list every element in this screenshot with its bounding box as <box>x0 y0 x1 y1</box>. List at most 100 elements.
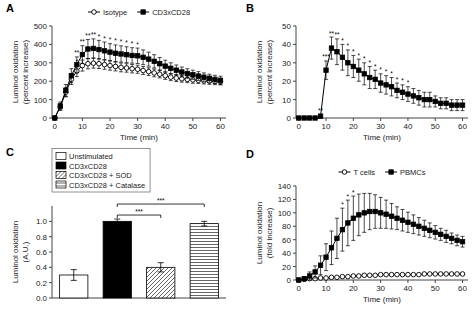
error-bar <box>125 64 129 72</box>
marker <box>373 77 377 81</box>
marker <box>302 277 307 282</box>
marker <box>444 234 448 238</box>
x-tick <box>380 280 381 283</box>
y-tick <box>49 99 52 100</box>
y-tick <box>293 44 296 45</box>
y-tick <box>293 62 296 63</box>
x-axis-label: Time (min) <box>120 133 158 142</box>
marker <box>108 50 112 54</box>
significance-mark: * <box>407 79 410 86</box>
legend-label: CD3xCD28 <box>69 162 107 171</box>
error-bar <box>114 219 120 224</box>
y-tick <box>293 118 296 119</box>
x-tick <box>353 280 354 283</box>
error-bar <box>433 226 437 239</box>
significance-mark: * <box>401 77 404 84</box>
marker <box>213 77 217 81</box>
y-tick-label: 50 <box>282 22 291 31</box>
significance-mark: * <box>379 66 382 73</box>
marker <box>58 104 62 108</box>
error-bar <box>329 231 333 265</box>
marker <box>135 54 139 58</box>
y-tick <box>49 252 52 253</box>
error-bar <box>384 76 388 94</box>
error-bar <box>80 46 84 64</box>
marker <box>207 76 211 80</box>
panel-title: D <box>246 148 254 160</box>
marker <box>318 114 322 118</box>
error-bar <box>379 197 383 228</box>
marker <box>157 72 162 77</box>
legend-swatch <box>56 172 66 179</box>
marker <box>141 68 146 73</box>
error-bar <box>346 200 350 246</box>
significance-mark: * <box>352 48 355 55</box>
marker <box>130 53 134 57</box>
x-axis-label: Time (min) <box>363 133 401 142</box>
error-bar <box>158 57 162 70</box>
error-bar <box>180 67 184 77</box>
error-bar <box>395 207 399 230</box>
error-bar <box>114 62 118 71</box>
x-tick <box>435 118 436 121</box>
legend-label: Unstimulated <box>69 152 113 161</box>
y-tick <box>293 212 296 213</box>
significance-mark: * <box>120 38 123 45</box>
legend-frame <box>52 149 150 193</box>
y-tick-label: 0 <box>287 276 292 285</box>
plot-area <box>60 219 219 298</box>
marker <box>324 68 328 72</box>
error-bar <box>108 44 112 61</box>
marker <box>389 214 393 218</box>
marker <box>52 116 57 121</box>
marker <box>384 83 388 87</box>
marker <box>185 71 189 75</box>
x-tick-label: 0 <box>297 122 302 131</box>
panel-title: B <box>246 2 254 14</box>
error-bar <box>102 42 106 60</box>
error-bar <box>174 65 178 75</box>
error-bar <box>362 193 366 232</box>
y-tick <box>49 62 52 63</box>
error-bar <box>308 272 312 280</box>
annotations: *** <box>341 189 355 208</box>
marker <box>152 59 156 63</box>
error-bar <box>335 39 339 65</box>
error-bar <box>97 59 101 69</box>
error-bar <box>319 256 323 275</box>
y-tick-label: 1.0 <box>36 217 48 226</box>
marker <box>135 67 140 72</box>
marker <box>400 218 404 222</box>
marker <box>411 94 415 98</box>
error-bar <box>114 45 118 62</box>
error-bar <box>373 70 377 88</box>
error-bar <box>91 39 95 58</box>
y-tick-label: 20 <box>282 263 291 272</box>
significance-mark: * <box>385 68 388 75</box>
marker <box>91 61 96 66</box>
error-bar <box>346 50 350 76</box>
error-bar <box>91 58 95 68</box>
error-bar <box>158 263 164 272</box>
error-bar <box>125 47 129 63</box>
error-bar <box>455 235 459 246</box>
error-bar <box>384 200 388 228</box>
error-bar <box>395 83 399 98</box>
marker <box>400 90 404 94</box>
marker <box>329 246 333 250</box>
y-tick-label: 140 <box>278 182 292 191</box>
significance-mark: * <box>347 42 350 49</box>
panel-title: A <box>6 2 14 14</box>
series-line <box>55 63 221 118</box>
error-bar <box>163 72 167 79</box>
marker <box>346 61 350 65</box>
y-tick-label: 20 <box>282 77 291 86</box>
y-tick-label: 10 <box>282 96 291 105</box>
y-tick <box>293 199 296 200</box>
error-bar <box>213 75 217 83</box>
error-bar <box>417 218 421 235</box>
marker <box>340 274 345 279</box>
y-tick <box>293 81 296 82</box>
error-bar <box>141 66 145 74</box>
error-bar <box>119 63 123 72</box>
